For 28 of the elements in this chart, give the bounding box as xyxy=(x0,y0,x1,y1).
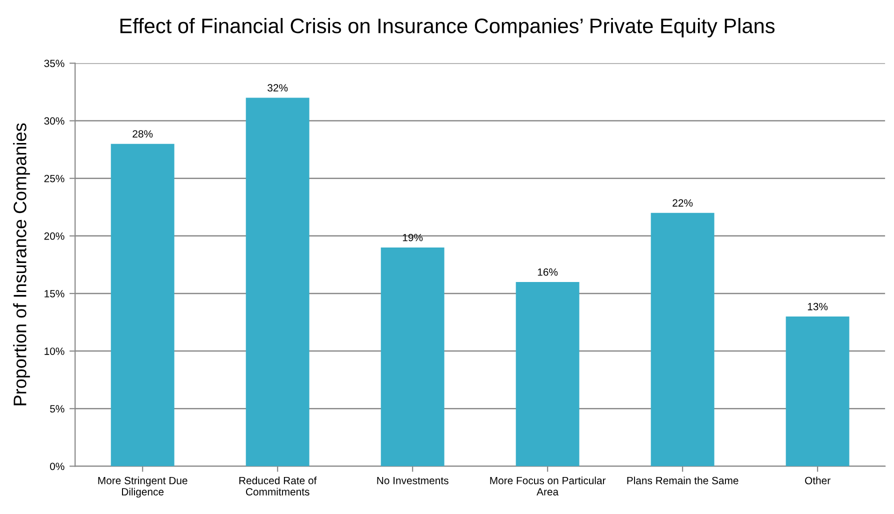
bar xyxy=(650,212,714,466)
bar xyxy=(380,247,444,466)
data-label: 13% xyxy=(808,302,828,310)
data-label: 16% xyxy=(538,268,558,276)
bar xyxy=(246,98,310,466)
y-tick-label: 0% xyxy=(50,462,64,470)
bar xyxy=(110,144,174,466)
y-axis-title: Proportion of Insurance Companies xyxy=(13,123,30,406)
data-label: 19% xyxy=(402,234,423,242)
y-tick-label: 5% xyxy=(50,405,64,413)
x-tick-label: No Investments xyxy=(377,476,448,484)
y-tick-label: 15% xyxy=(44,290,64,298)
bar xyxy=(786,316,850,466)
x-tick-label: Plans Remain the Same xyxy=(627,476,738,484)
y-tick-label: 25% xyxy=(44,174,64,182)
x-tick-label: More Stringent Due Diligence xyxy=(98,476,188,498)
x-tick-label: Other xyxy=(805,476,830,484)
bar xyxy=(516,282,580,466)
data-label: 32% xyxy=(268,84,288,92)
data-label: 22% xyxy=(672,199,693,207)
chart-title: Effect of Financial Crisis on Insurance Companies’ Private Equity Plans xyxy=(120,18,775,38)
y-tick-label: 20% xyxy=(44,232,64,240)
y-tick-label: 30% xyxy=(44,117,64,125)
y-tick-label: 35% xyxy=(44,60,64,68)
x-tick-label: Reduced Rate of Commitments xyxy=(239,476,317,496)
x-tick-label: More Focus on Particular Area xyxy=(490,476,606,496)
y-tick-label: 10% xyxy=(44,348,64,355)
data-label: 28% xyxy=(132,130,153,138)
